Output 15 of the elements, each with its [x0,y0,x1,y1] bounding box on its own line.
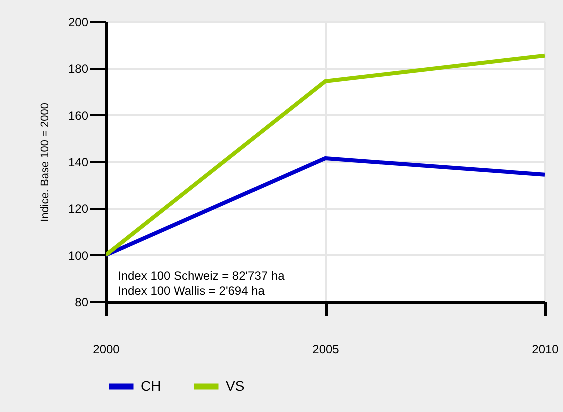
annotation: Index 100 Wallis = 2'694 ha [118,284,266,298]
y-tick-label: 100 [68,248,89,263]
y-tick-label: 120 [68,202,89,216]
legend-label: CH [141,378,162,394]
x-tick-label: 2000 [93,342,120,356]
y-tick-label: 180 [68,62,89,76]
y-axis-title: Indice. Base 100 = 2000 [39,103,52,222]
legend-label: VS [226,378,245,394]
y-tick-label: 80 [75,296,89,310]
y-tick-label: 160 [68,108,89,123]
x-tick-label: 2010 [532,342,560,356]
x-tick-label: 2005 [312,342,340,356]
y-tick-label: 140 [68,156,89,170]
annotation: Index 100 Schweiz = 82'737 ha [118,269,286,283]
y-tick-label: 200 [68,16,89,30]
